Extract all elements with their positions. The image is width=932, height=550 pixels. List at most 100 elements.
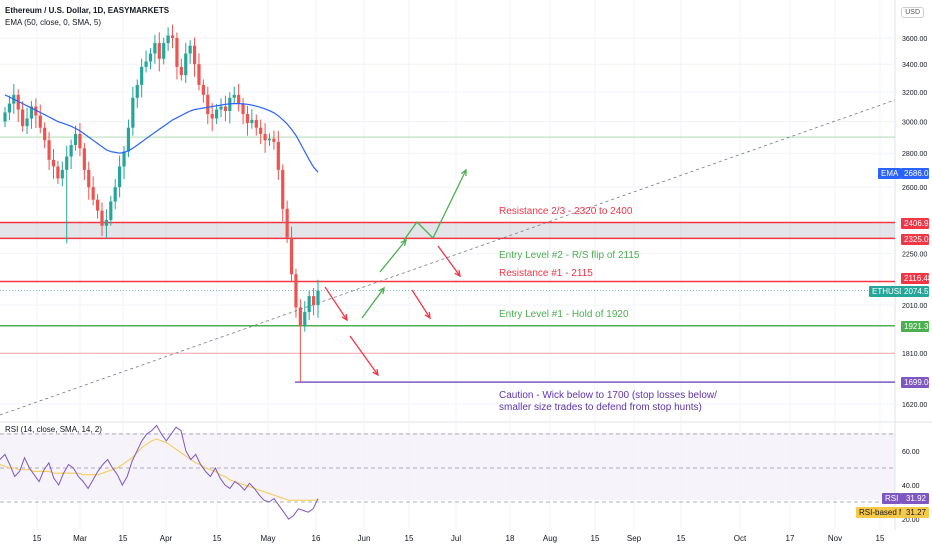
- candle-body: [104, 220, 108, 226]
- candle-body: [210, 113, 214, 119]
- candle-body: [179, 66, 183, 76]
- candle-body: [131, 97, 135, 128]
- candle-body: [109, 201, 113, 221]
- candle-body: [232, 94, 236, 98]
- x-tick-label: 15: [405, 534, 414, 543]
- candle-body: [170, 35, 175, 38]
- candle-body: [197, 64, 201, 85]
- x-tick-label: Jul: [451, 534, 461, 543]
- y-tick-label: 2600.00: [902, 185, 927, 192]
- bearish-arrow-head: [424, 311, 431, 320]
- resistance-lower-price-tag: 2325.01: [901, 234, 932, 245]
- candle-body: [245, 113, 250, 124]
- bearish-arrow-head: [341, 313, 348, 322]
- candle-body: [276, 141, 280, 170]
- bullish-arrow-head: [378, 286, 385, 295]
- candle-body: [60, 169, 64, 179]
- candle-body: [47, 140, 51, 160]
- x-tick-label: 15: [677, 534, 686, 543]
- rsi-indicator-label[interactable]: RSI (14, close, SMA, 14, 2): [5, 425, 102, 434]
- caution-annotation-line1: Caution - Wick below to 1700 (stop losse…: [499, 390, 717, 401]
- bearish-arrow: [324, 286, 348, 321]
- y-tick-label: 2010.00: [902, 303, 927, 310]
- rsi-line: [0, 424, 319, 520]
- x-tick-label: Aug: [543, 534, 557, 543]
- x-tick-label: 15: [876, 534, 885, 543]
- rsi-band-bg: [0, 433, 895, 500]
- candle-body: [206, 94, 210, 114]
- y-tick-label: 3200.00: [902, 90, 927, 97]
- bearish-arrow: [437, 245, 461, 277]
- candle-body: [281, 169, 285, 209]
- rsi-value-tag: 31.92: [901, 493, 929, 504]
- rsi-y-tick-label: 40.00: [902, 483, 920, 490]
- x-tick-label: 17: [786, 534, 795, 543]
- candle-body: [148, 53, 153, 62]
- bearish-arrow: [411, 289, 431, 319]
- resistance-1-price-tag: 2116.48: [901, 273, 932, 284]
- y-tick-label: 1620.00: [902, 402, 927, 409]
- resistance-1-annotation: Resistance #1 - 2115: [499, 268, 593, 279]
- rsi-ma-line: [0, 438, 319, 501]
- caution-annotation-line2: smaller size trades to defend from stop …: [499, 402, 702, 413]
- x-tick-label: 15: [119, 534, 128, 543]
- bullish-arrow: [361, 287, 385, 319]
- resistance-upper-price-tag: 2406.93: [901, 218, 932, 229]
- candle-body: [175, 38, 179, 67]
- candle-body: [219, 106, 223, 110]
- candle-body: [43, 127, 47, 141]
- currency-button[interactable]: USD: [901, 7, 924, 18]
- candle-body: [298, 307, 302, 327]
- candle-body: [34, 106, 38, 116]
- ema-indicator-label[interactable]: EMA (50, close, 0, SMA, 5): [5, 18, 102, 27]
- y-tick-label: 1810.00: [902, 351, 927, 358]
- x-tick-label: 15: [591, 534, 600, 543]
- candle-body: [100, 210, 104, 226]
- candle-body: [263, 133, 267, 141]
- candle-body: [267, 138, 272, 141]
- caution-price-tag: 1699.00: [901, 377, 932, 388]
- ethusd-price-tag: 2074.55: [901, 286, 932, 297]
- candle-body: [122, 151, 126, 167]
- candle-body: [82, 148, 86, 170]
- rsi-ma-prefix: RSI-based MA: [856, 507, 915, 518]
- x-tick-label: Nov: [828, 534, 842, 543]
- bullish-zigzag: [403, 221, 434, 241]
- candle-body: [118, 166, 122, 188]
- candle-body: [272, 138, 276, 142]
- bearish-arrow-head: [454, 269, 461, 278]
- candle-body: [192, 45, 197, 65]
- candle-body: [21, 109, 25, 127]
- candle-body: [157, 43, 161, 59]
- candle-body: [184, 53, 188, 76]
- bullish-arrow: [432, 169, 467, 239]
- x-tick-label: Oct: [734, 534, 747, 543]
- candle-body: [56, 166, 60, 179]
- ema-prefix: EMA: [878, 168, 902, 179]
- candle-body: [69, 145, 73, 157]
- trend-line: [0, 99, 896, 416]
- candle-body: [73, 133, 78, 146]
- candle-body: [87, 169, 91, 188]
- candle-body: [7, 103, 12, 113]
- ema-price-tag: 2686.08: [901, 168, 932, 179]
- candle-body: [166, 35, 170, 44]
- candle-body: [259, 127, 263, 134]
- x-tick-label: Sep: [627, 534, 642, 543]
- candle-body: [140, 66, 144, 85]
- candle-body: [254, 120, 258, 128]
- candle-body: [285, 208, 289, 238]
- candle-body: [237, 94, 241, 104]
- candle-body: [201, 84, 205, 95]
- candle-body: [250, 120, 254, 124]
- bullish-arrow-head: [400, 238, 407, 246]
- resistance-2-3-annotation: Resistance 2/3 - 2320 to 2400: [499, 206, 633, 217]
- candle-body: [65, 156, 69, 170]
- x-tick-label: Jun: [358, 534, 371, 543]
- candle-body: [241, 103, 245, 114]
- x-tick-label: 15: [33, 534, 42, 543]
- y-tick-label: 3000.00: [902, 120, 927, 127]
- candle-body: [135, 84, 139, 98]
- candle-body: [78, 133, 82, 149]
